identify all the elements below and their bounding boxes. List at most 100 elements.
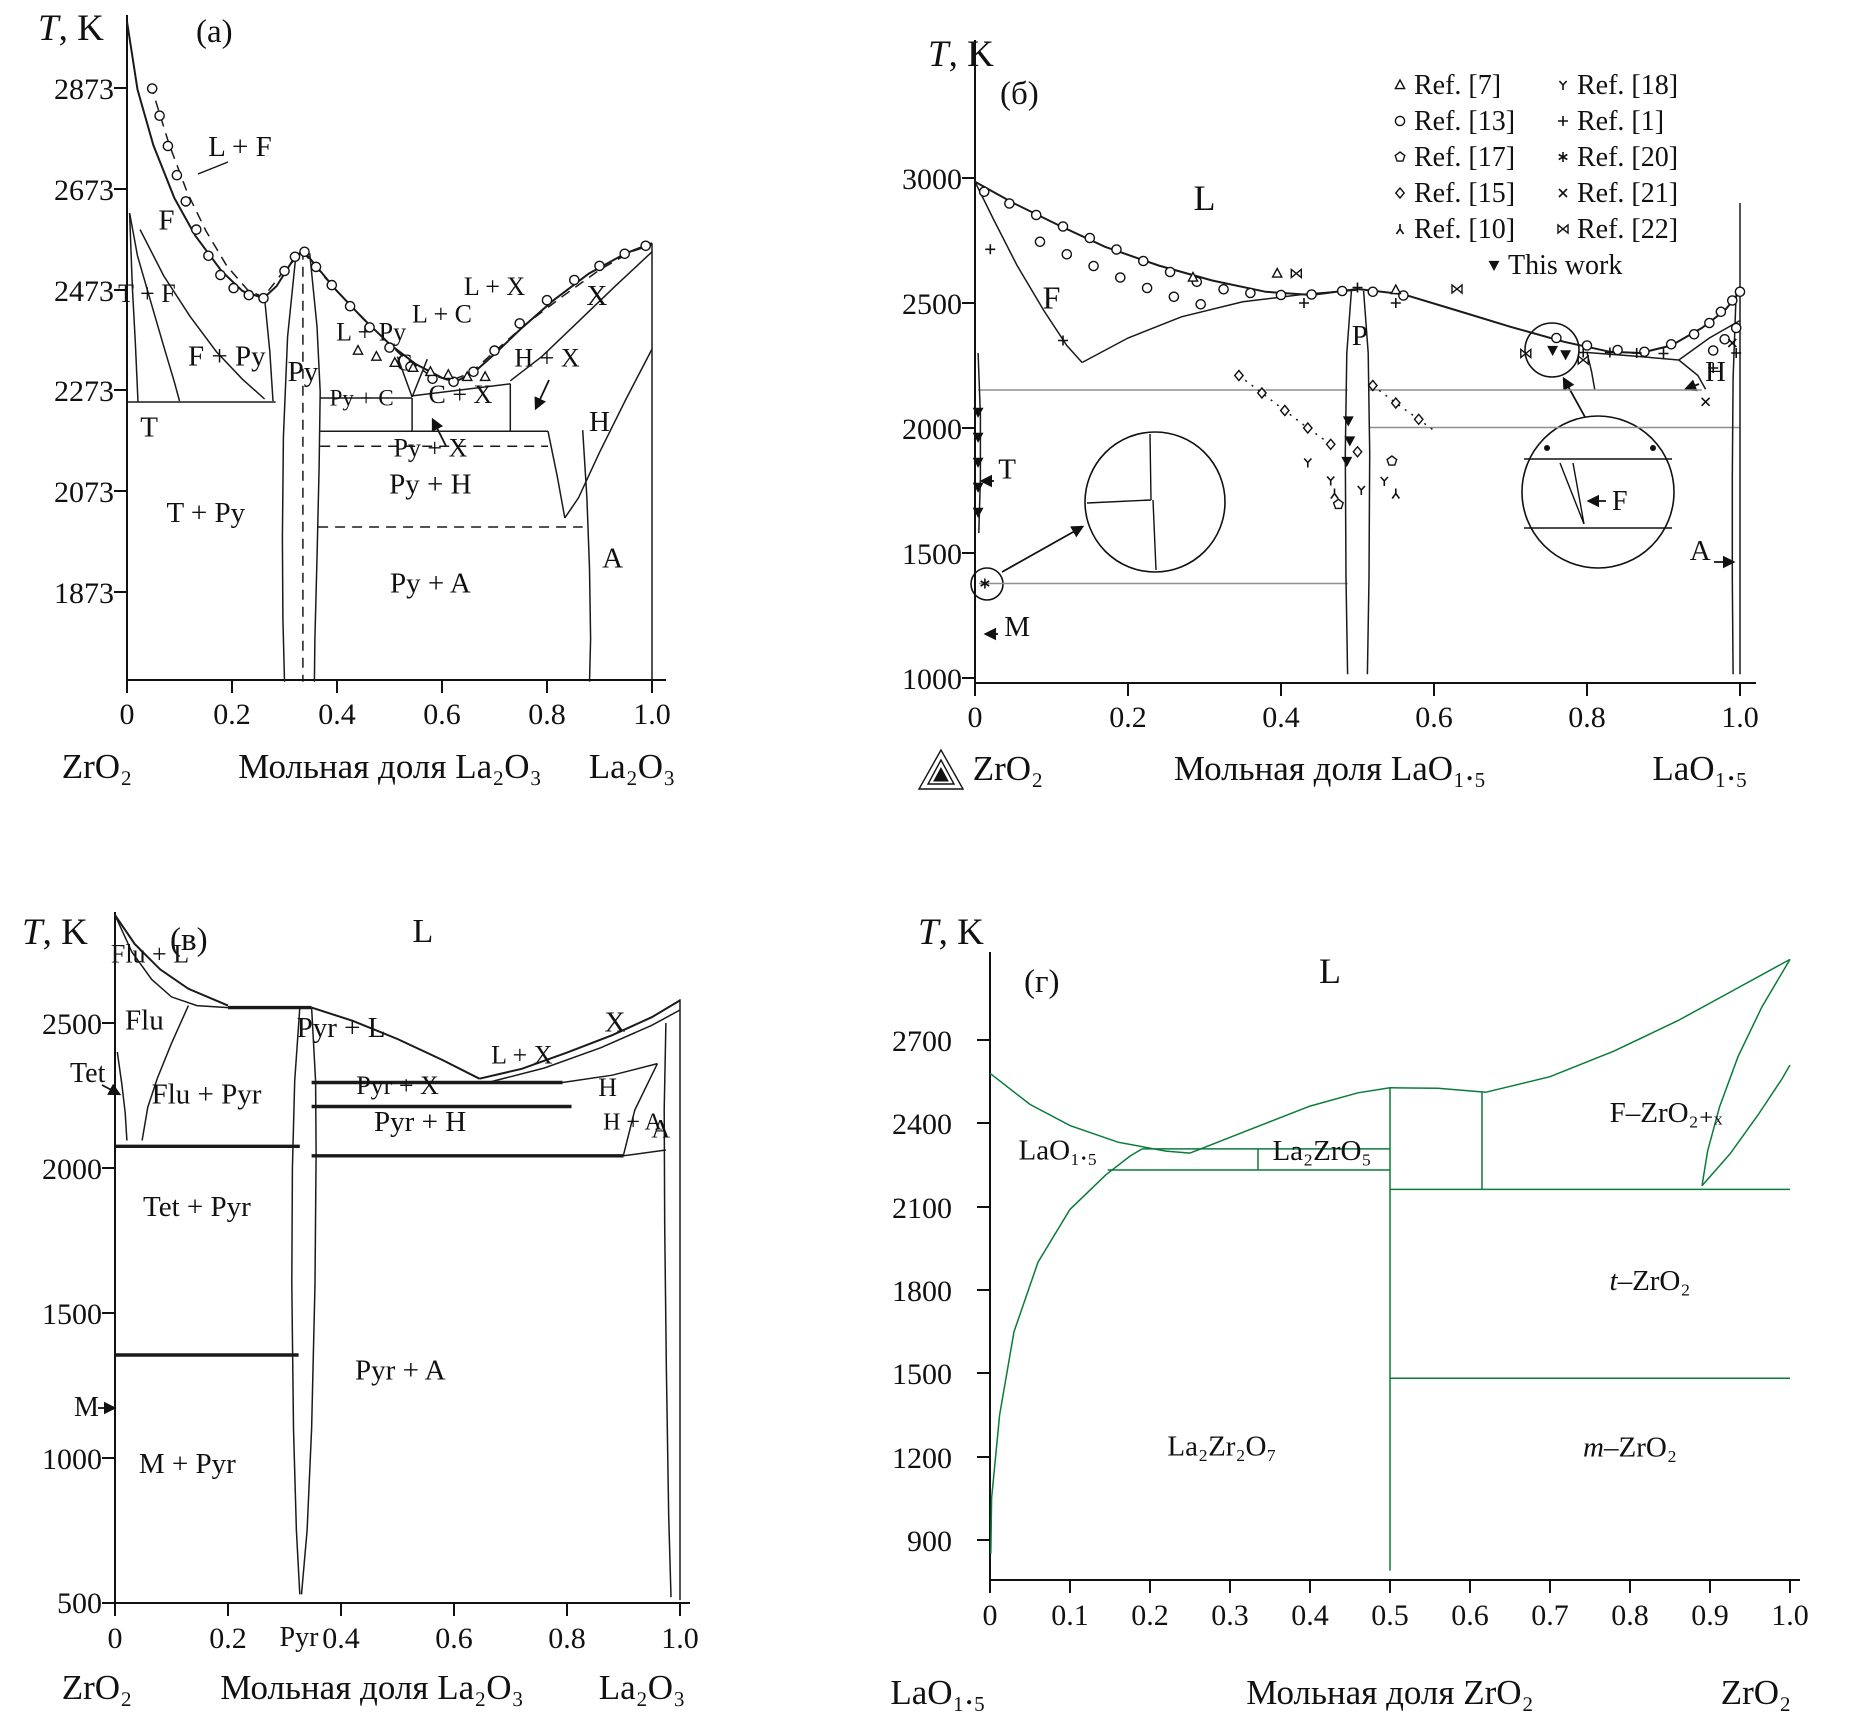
circle-marker [1111,244,1122,255]
phase-boundary-t-f-right [128,212,181,402]
phase-boundary-eutectic-drop [263,298,274,402]
bowtie-marker [1557,223,1569,235]
region-label: L + C [412,299,472,328]
triangle-up-marker [389,356,401,368]
x-marker [1727,338,1737,348]
circle-marker [619,248,631,260]
panel-b: T, K (б) 3000 2500 2000 1500 1000 0 0.2 … [902,34,1759,790]
region-label: T + Py [166,497,245,529]
region-label: La₂Zr₂O₇ [1167,1430,1276,1462]
y-tick-label: 2873 [54,73,114,106]
legend-label: Ref. [17] [1414,142,1515,173]
x-tick-label: 0 [968,701,983,734]
plus-marker [1352,282,1363,293]
panel-letter: (б) [1000,76,1039,112]
x-tick-label: 1.0 [661,1622,699,1655]
circle-marker [1394,115,1406,127]
y-axis-title: T, K [38,8,104,49]
phase-boundary-h-right-line [1678,359,1707,390]
circle-marker [1195,298,1206,310]
y-tick-label: 1200 [892,1442,952,1475]
x-tick-label: 0.6 [1451,1599,1489,1632]
region-label: T + F [118,279,176,308]
x-tick-label: 0.9 [1691,1599,1729,1632]
inset-2-dot [1544,445,1550,451]
phase-boundary-t-edge [977,352,982,534]
triangle-up-marker [461,370,473,382]
circle-marker [1115,272,1126,283]
diamond-marker [1367,379,1378,392]
phase-boundary-lao-boundary [990,1148,1143,1554]
triangle-down-filled-marker [972,407,984,418]
panel-letter: (а) [196,14,233,50]
circle-marker [1639,346,1650,358]
circle-marker [1730,322,1742,334]
x-axis-right-label: La₂O₃ [599,1668,686,1707]
m-annotation: M [74,1392,99,1423]
phase-boundary-diamond-chain-2 [1372,384,1435,432]
x-axis-left-label: ZrO₂ [62,1668,133,1707]
phase-boundary-p-right [1362,290,1371,675]
region-label: X [605,1007,626,1039]
region-label: L [413,913,434,950]
plot-area-b: L F P T M H A [972,178,1746,675]
circle-marker [1057,221,1069,232]
x-tick-label: 1.0 [1771,1599,1809,1632]
region-label: Pyr + H [374,1106,466,1138]
x-axis-center-label: Мольная доля ZrO₂ [1246,1673,1534,1712]
plus-marker [1299,298,1309,308]
y-marker [1357,485,1366,495]
circle-marker [180,196,192,207]
panel-letter: (в) [170,922,208,958]
circle-marker [1061,249,1073,260]
triangle-down-filled-marker [1342,416,1354,427]
region-label: L + F [208,131,272,163]
triangle-up-marker [1394,78,1406,90]
diamond-marker [1325,438,1336,451]
legend-label: Ref. [10] [1414,214,1515,245]
y-tick-label: 1500 [42,1298,102,1331]
region-label: La₂ZrO₅ [1272,1135,1371,1167]
circle-marker [1612,344,1623,356]
region-label: L [1194,178,1216,218]
region-label: X [586,280,607,312]
plus-marker [985,244,996,255]
circle-marker [258,292,269,304]
circle-marker [1715,306,1727,318]
circle-marker [640,240,652,252]
phase-boundary-a-left [581,430,592,682]
triangle-up-marker [407,361,419,373]
phase-boundary-h-top-line [562,1062,658,1084]
phase-boundary-pyr-left [291,1007,301,1595]
circle-marker [1034,236,1046,248]
x-tick-label: 0.5 [1371,1599,1409,1632]
diamond-marker [1413,413,1424,426]
region-label: t–ZrO₂ [1610,1265,1691,1297]
diamond-marker [1302,421,1313,435]
circle-marker [215,269,226,281]
plus-marker [1558,116,1568,126]
y-tick-label: 3000 [902,163,962,196]
h-arrow [1683,379,1700,392]
y-tick-label: 2473 [54,275,114,308]
tet-annotation: Tet [70,1058,106,1089]
panel-letter: (г) [1024,964,1060,1000]
circle-marker [1004,198,1015,209]
diamond-marker [1352,445,1363,458]
lambda-marker [1330,488,1339,499]
inset-2-arrow [1562,376,1586,418]
x-tick-label: 0.3 [1211,1599,1249,1632]
x-ticks-d [989,1580,1791,1593]
y-tick-label: 2273 [54,375,114,408]
region-label: M [1004,611,1030,643]
phase-boundary-h-left [547,431,566,519]
pentagon-marker [1386,455,1398,466]
triangle-up-marker [370,350,383,361]
y-marker [1380,476,1389,486]
magnifier-inset-1 [1084,431,1226,573]
x-tick-label: 1.0 [633,698,671,731]
phase-boundary-f-solidus-descending [974,181,1083,364]
y-tick-label: 2400 [892,1108,952,1141]
circle-marker [514,318,526,329]
y-tick-label: 2700 [892,1025,952,1058]
